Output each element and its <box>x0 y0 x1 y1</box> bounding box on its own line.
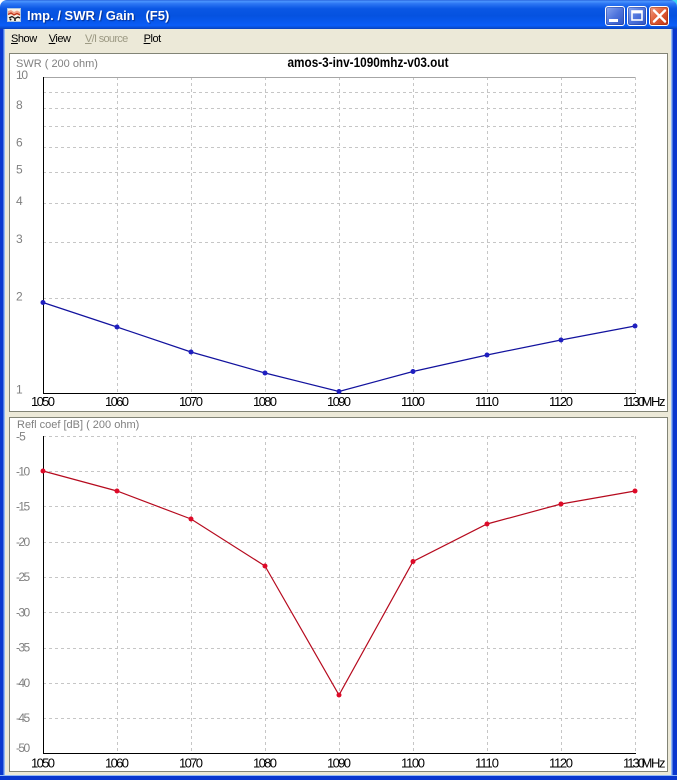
svg-text:1060: 1060 <box>105 394 129 409</box>
svg-text:-20: -20 <box>16 535 31 549</box>
svg-text:1090: 1090 <box>327 394 351 409</box>
svg-text:MHz: MHz <box>642 756 666 771</box>
svg-text:1110: 1110 <box>475 756 499 771</box>
svg-text:amos-3-inv-1090mhz-v03.out: amos-3-inv-1090mhz-v03.out <box>288 55 449 70</box>
svg-text:-50: -50 <box>16 741 31 755</box>
svg-text:3: 3 <box>16 232 23 246</box>
svg-text:-40: -40 <box>16 676 31 690</box>
svg-text:-35: -35 <box>16 641 31 655</box>
svg-text:1050: 1050 <box>31 756 55 771</box>
svg-text:1130: 1130 <box>623 394 645 409</box>
svg-text:1120: 1120 <box>549 394 573 409</box>
svg-text:1060: 1060 <box>105 756 129 771</box>
svg-text:1080: 1080 <box>253 394 277 409</box>
svg-text:-45: -45 <box>16 711 31 725</box>
svg-text:-10: -10 <box>16 464 31 478</box>
svg-text:1100: 1100 <box>401 756 425 771</box>
svg-text:1070: 1070 <box>179 756 203 771</box>
svg-text:2: 2 <box>16 289 23 303</box>
svg-text:1090: 1090 <box>327 756 351 771</box>
svg-text:1120: 1120 <box>549 756 573 771</box>
svg-text:1100: 1100 <box>401 394 425 409</box>
svg-text:SWR ( 200 ohm): SWR ( 200 ohm) <box>16 58 98 70</box>
svg-text:6: 6 <box>16 136 23 150</box>
svg-text:-30: -30 <box>16 605 31 619</box>
svg-text:1110: 1110 <box>475 394 499 409</box>
svg-text:Refl coef [dB] ( 200 ohm): Refl coef [dB] ( 200 ohm) <box>17 419 139 431</box>
svg-text:10: 10 <box>16 68 28 82</box>
svg-text:-15: -15 <box>16 500 31 514</box>
svg-text:8: 8 <box>16 98 23 112</box>
svg-text:MHz: MHz <box>642 394 666 409</box>
svg-text:1080: 1080 <box>253 756 277 771</box>
svg-text:4: 4 <box>16 194 23 208</box>
svg-text:-25: -25 <box>16 570 31 584</box>
svg-text:1130: 1130 <box>623 756 645 771</box>
svg-text:-5: -5 <box>16 430 26 444</box>
svg-text:1070: 1070 <box>179 394 203 409</box>
svg-text:1050: 1050 <box>31 394 55 409</box>
svg-text:5: 5 <box>16 162 23 176</box>
svg-text:1: 1 <box>16 382 23 396</box>
